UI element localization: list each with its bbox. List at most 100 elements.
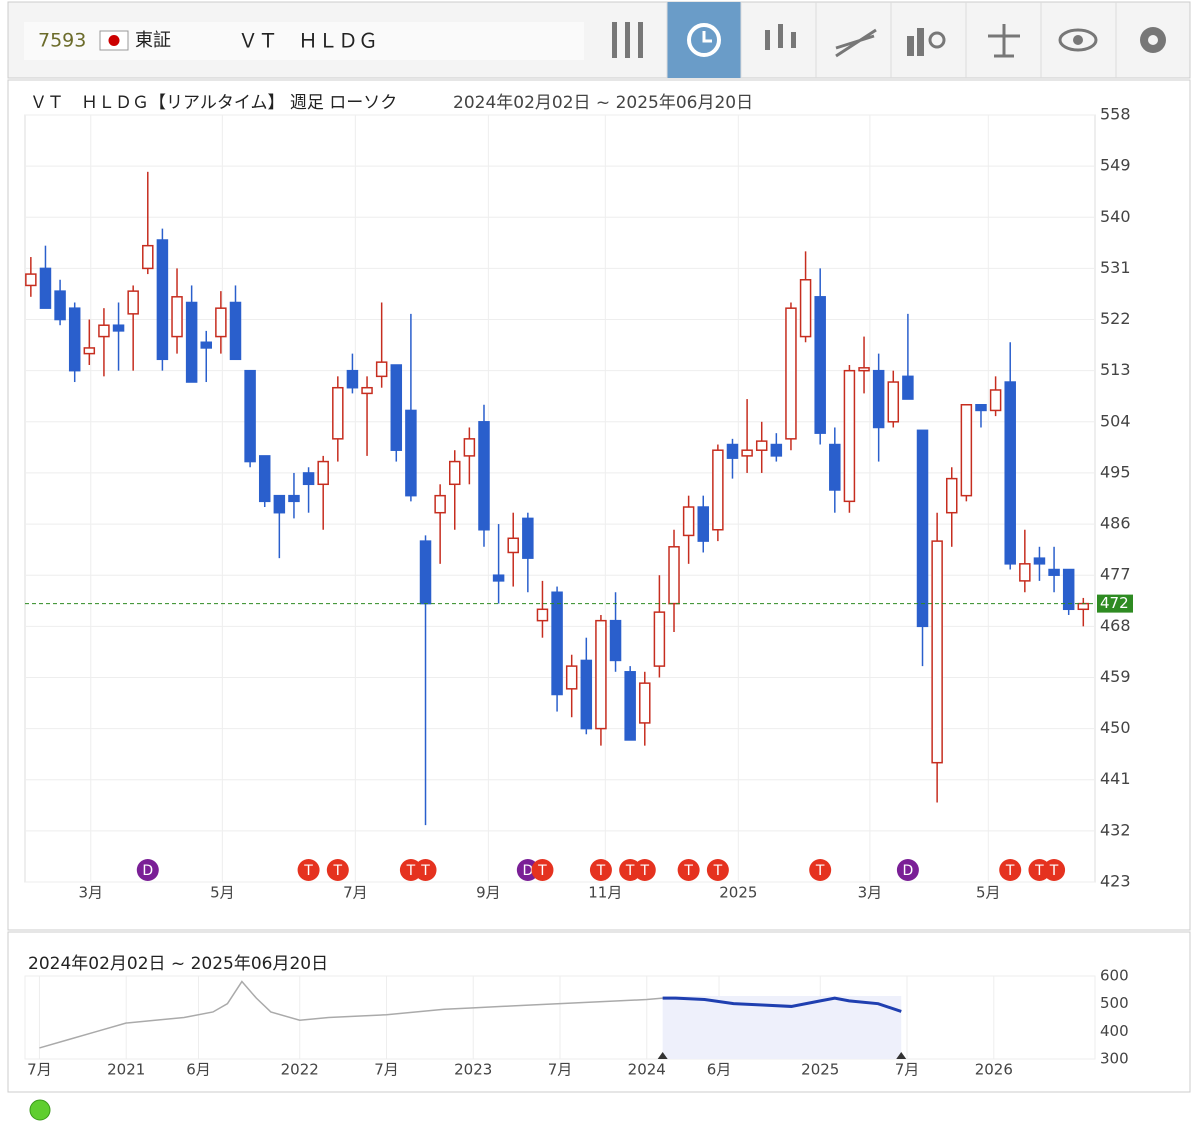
candle-body [215, 307, 227, 338]
y-tick-label: 450 [1100, 718, 1131, 737]
x-tick-label: 7月 [548, 1061, 573, 1079]
candle-body [156, 239, 169, 361]
x-tick-label: 2025 [719, 884, 757, 902]
candle-body [492, 574, 505, 582]
candle-body [332, 386, 344, 440]
y-tick-label: 504 [1100, 411, 1131, 430]
candle-body [1033, 557, 1046, 565]
candle-body [843, 369, 856, 503]
candle-body [770, 443, 783, 457]
candle-body [302, 472, 315, 486]
candle-body [54, 290, 66, 321]
candle-body [405, 409, 417, 497]
y-tick-label: 522 [1100, 309, 1131, 328]
x-tick-label: 5月 [210, 884, 235, 902]
flag-sun [108, 35, 120, 46]
x-tick-label: 11月 [588, 884, 622, 902]
candle-body [536, 608, 549, 622]
x-tick-label: 3月 [79, 884, 104, 902]
candle-body [185, 301, 198, 383]
candle-body [551, 591, 563, 696]
candle-body [945, 477, 958, 514]
y-tick-label: 500 [1100, 994, 1129, 1012]
y-tick-label: 486 [1100, 514, 1131, 533]
x-tick-label: 3月 [858, 884, 883, 902]
candle-body [244, 369, 256, 463]
y-tick-label: 441 [1100, 769, 1131, 788]
event-label: T [596, 863, 606, 879]
candle-body [449, 460, 461, 486]
event-label: T [683, 863, 693, 879]
y-tick-label: 477 [1100, 565, 1131, 584]
x-tick-label: 5月 [976, 884, 1001, 902]
x-tick-label: 7月 [895, 1061, 920, 1079]
event-label: T [333, 863, 343, 879]
event-marker [297, 859, 320, 881]
y-tick-label: 600 [1100, 967, 1129, 985]
candle-body [346, 369, 359, 389]
event-marker [896, 859, 919, 881]
y-tick-label: 549 [1100, 156, 1131, 175]
current-price-label: 472 [1100, 594, 1129, 612]
y-tick-label: 400 [1100, 1022, 1129, 1040]
x-tick-label: 7月 [343, 884, 368, 902]
y-tick-label: 495 [1100, 462, 1131, 481]
chart-title: ＶＴ ＨＬＤＧ【リアルタイム】 週足 ローソク [30, 93, 397, 113]
candle-body [682, 506, 695, 537]
toolbar-icons[interactable] [612, 2, 1166, 78]
candle-body [127, 290, 139, 315]
candle-body [25, 273, 37, 287]
candle-body [755, 440, 768, 451]
candle-body [624, 671, 636, 741]
candle-body [785, 307, 797, 440]
event-label: T [625, 863, 635, 879]
candle-body [1077, 602, 1090, 611]
candle-body [580, 659, 593, 730]
candle-body [1062, 568, 1075, 611]
candle-body [375, 361, 388, 378]
toolbar-dividers [666, 2, 1117, 78]
status-dot [29, 1099, 51, 1121]
x-tick-label: 2024 [628, 1061, 666, 1079]
candle-body [902, 375, 914, 400]
candle-body [872, 369, 885, 429]
event-label: D [522, 863, 533, 879]
candle-body [171, 296, 183, 338]
candle-body [317, 460, 329, 486]
event-marker [414, 859, 437, 881]
candle-body [741, 449, 753, 457]
candle-body [98, 324, 110, 338]
event-label: T [303, 863, 313, 879]
event-marker [531, 859, 554, 881]
candle-body [478, 421, 490, 531]
candle-body [595, 619, 607, 730]
candle-body [39, 267, 52, 309]
stock-code: 7593 [38, 30, 86, 52]
event-marker [633, 859, 656, 881]
event-marker [677, 859, 700, 881]
candle-body [522, 517, 534, 559]
candle-body [288, 494, 300, 503]
candle-body [916, 429, 929, 628]
candle-body [1048, 568, 1060, 576]
event-label: D [142, 863, 153, 879]
candle-body [68, 307, 81, 372]
event-marker [589, 859, 612, 881]
x-tick-label: 6月 [186, 1061, 211, 1079]
event-marker [1043, 859, 1066, 881]
event-marker [999, 859, 1022, 881]
candle-body [419, 540, 432, 605]
stock-name: ＶＴ ＨＬＤＧ [238, 29, 378, 53]
event-label: D [903, 863, 914, 879]
chart-panel [7, 79, 1191, 931]
event-label: T [537, 863, 547, 879]
candle-body [989, 389, 1002, 412]
event-label: T [1034, 863, 1044, 879]
candle-body [697, 506, 710, 542]
candle-body [1004, 381, 1016, 565]
x-tick-label: 9月 [476, 884, 501, 902]
x-tick-label: 2023 [454, 1061, 492, 1079]
candle-body [83, 347, 96, 355]
event-marker [706, 859, 729, 881]
